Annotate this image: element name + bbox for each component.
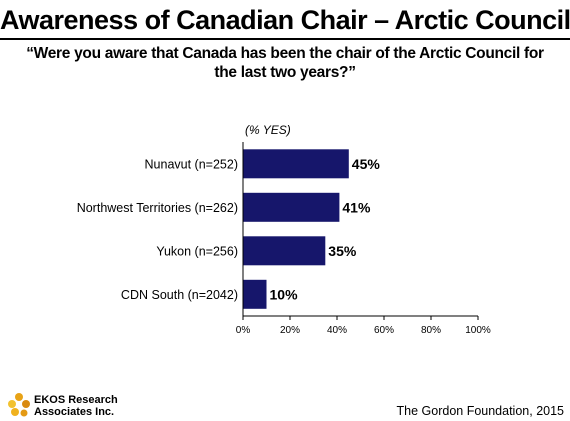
category-label-4: CDN South (n=2042) xyxy=(121,288,238,302)
bar-4 xyxy=(243,279,267,309)
x-tick-label-20: 20% xyxy=(280,325,300,336)
unit-label: (% YES) xyxy=(245,123,291,137)
chart-subtitle: “Were you aware that Canada has been the… xyxy=(26,45,544,81)
bar-1 xyxy=(243,149,349,179)
logo-line-1: EKOS Research xyxy=(34,394,118,406)
logo-line-2: Associates Inc. xyxy=(34,406,115,418)
logo-text: EKOS Research Associates Inc. xyxy=(34,394,118,418)
title-divider xyxy=(0,38,570,40)
chart-title: Awareness of Canadian Chair – Arctic Cou… xyxy=(0,5,570,35)
value-label-1: 45% xyxy=(352,156,381,172)
ekos-logo-icon xyxy=(8,393,30,417)
value-label-4: 10% xyxy=(270,286,299,302)
source-credit: The Gordon Foundation, 2015 xyxy=(396,404,564,418)
value-label-2: 41% xyxy=(342,199,371,215)
value-label-3: 35% xyxy=(328,243,357,259)
bar-3 xyxy=(243,236,326,266)
x-tick-label-40: 40% xyxy=(327,325,347,336)
category-label-1: Nunavut (n=252) xyxy=(145,157,238,171)
x-tick-label-100: 100% xyxy=(465,325,491,336)
x-tick-label-60: 60% xyxy=(374,325,394,336)
x-tick-label-0: 0% xyxy=(236,325,251,336)
category-label-3: Yukon (n=256) xyxy=(156,244,238,258)
category-label-2: Northwest Territories (n=262) xyxy=(77,201,238,215)
bar-2 xyxy=(243,192,340,222)
x-tick-label-80: 80% xyxy=(421,325,441,336)
